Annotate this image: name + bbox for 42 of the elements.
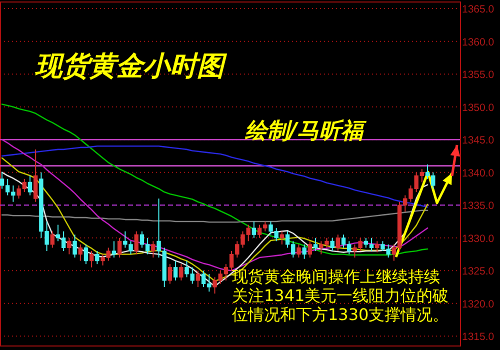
line-series <box>1 210 428 223</box>
y-tick-label: 1355.0 <box>462 69 494 82</box>
candlestick <box>308 240 312 258</box>
line-series <box>1 104 428 256</box>
candlestick <box>95 250 100 265</box>
candlestick <box>296 244 301 258</box>
candlestick <box>112 240 116 258</box>
text: 现货黄金小时图 <box>34 51 228 82</box>
text: 绘制/马昕福 <box>244 119 368 144</box>
candlestick <box>78 244 82 262</box>
candlestick <box>89 250 94 268</box>
candlestick <box>252 221 256 238</box>
candlestick <box>168 264 172 284</box>
y-tick-label: 1315.0 <box>462 331 494 344</box>
y-tick-label: 1365.0 <box>462 4 494 16</box>
candlestick <box>67 237 72 255</box>
y-tick-label: 1330.0 <box>462 232 494 245</box>
candlestick <box>179 264 184 281</box>
candlestick <box>72 234 77 258</box>
y-tick-label: 1345.0 <box>462 134 494 147</box>
y-tick-label: 1320.0 <box>462 298 494 310</box>
y-tick-label: 1335.0 <box>462 200 494 212</box>
candlestick <box>84 244 88 265</box>
candlestick <box>336 234 340 252</box>
y-tick-label: 1340.0 <box>462 167 494 180</box>
candlestick <box>117 237 122 258</box>
candlestick <box>313 237 318 252</box>
y-tick-label: 1360.0 <box>462 36 494 48</box>
candlestick <box>151 240 156 258</box>
candlestick <box>173 260 178 281</box>
line-series <box>1 146 428 208</box>
candlestick <box>196 270 200 288</box>
candlestick <box>375 240 380 253</box>
candlestick <box>33 148 38 202</box>
candlestick <box>134 230 138 255</box>
y-tick-label: 1325.0 <box>462 266 494 278</box>
annotation: 现货黄金晚间操作上继续持续关注1341美元一线阻力位的破位情况和下方1330支撑情况。 <box>232 267 449 324</box>
candlestick <box>302 244 306 260</box>
candlestick <box>50 230 54 248</box>
candlestick <box>28 175 32 196</box>
candlestick <box>330 237 334 252</box>
y-tick-label: 1350.0 <box>462 102 494 114</box>
